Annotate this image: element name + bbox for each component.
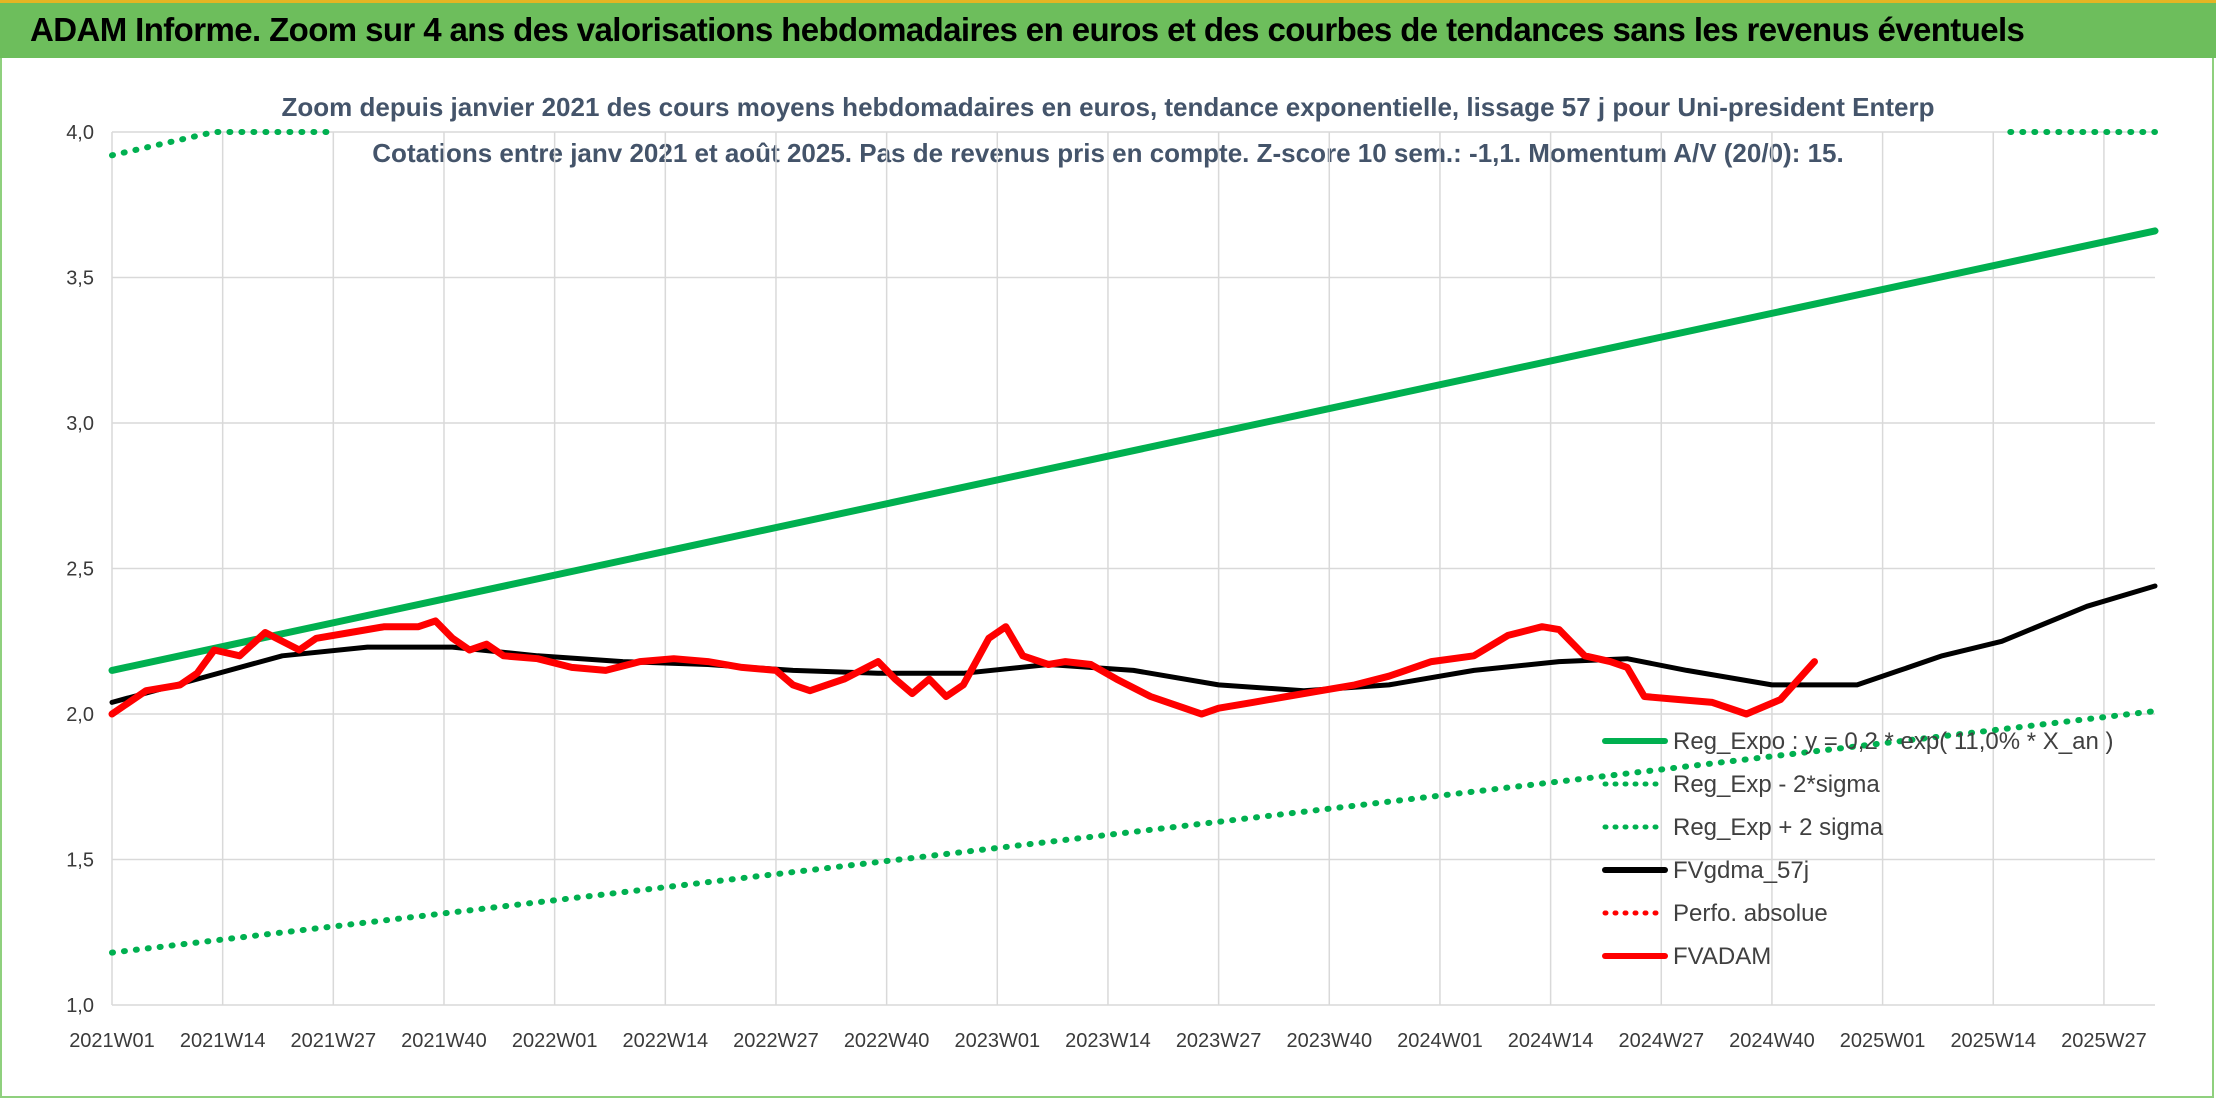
x-tick-label: 2025W14 [1950,1030,2036,1052]
x-tick-label: 2022W01 [512,1030,598,1052]
grid [111,131,2155,1006]
chart-frame [0,58,2214,1098]
series-reg-minus-2sigma [109,708,2158,956]
x-tick-label: 2025W27 [2061,1030,2147,1052]
x-tick-label: 2021W27 [291,1030,377,1052]
report-title: ADAM Informe. Zoom sur 4 ans des valoris… [30,11,2025,48]
y-axis-ticks: 1,0 1,5 2,0 2,5 3,0 3,5 4,0 [66,122,94,1017]
y-tick-label: 1,0 [66,995,94,1017]
x-axis-ticks: 2021W01 2021W14 2021W27 2021W40 2022W01 2022W… [69,1030,2147,1052]
chart-title: Zoom depuis janvier 2021 des cours moyen… [282,92,1935,122]
x-tick-label: 2024W40 [1729,1030,1815,1052]
series-fvgdma-57j [109,583,2158,705]
series-reg-expo [108,227,2159,674]
x-tick-label: 2023W14 [1065,1030,1151,1052]
y-tick-label: 4,0 [66,122,94,144]
x-tick-label: 2022W27 [733,1030,819,1052]
legend-label: Reg_Exp + 2 sigma [1673,814,1884,841]
x-tick-label: 2022W14 [623,1030,709,1052]
x-tick-label: 2022W40 [844,1030,930,1052]
y-tick-label: 1,5 [66,850,94,872]
legend-label: FVgdma_57j [1673,857,1809,884]
x-tick-label: 2024W27 [1618,1030,1704,1052]
y-tick-label: 3,0 [66,413,94,435]
series-reg-plus-2sigma [109,129,337,159]
x-tick-label: 2021W40 [401,1030,487,1052]
legend-label: FVADAM [1673,943,1771,970]
y-tick-label: 3,5 [66,268,94,290]
x-tick-label: 2021W14 [180,1030,266,1052]
x-tick-label: 2021W01 [69,1030,155,1052]
x-tick-label: 2023W40 [1286,1030,1372,1052]
x-tick-label: 2024W14 [1508,1030,1594,1052]
legend-label: Perfo. absolue [1673,900,1828,927]
title-bar: ADAM Informe. Zoom sur 4 ans des valoris… [0,0,2216,58]
x-tick-label: 2024W01 [1397,1030,1483,1052]
y-tick-label: 2,0 [66,704,94,726]
y-tick-label: 2,5 [66,559,94,581]
legend-label: Reg_Exp - 2*sigma [1673,771,1880,798]
x-tick-label: 2023W01 [954,1030,1040,1052]
legend-label: Reg_Expo : y = 0,2 * exp( 11,0% * X_an ) [1673,728,2113,755]
series-lines [108,129,2159,956]
x-tick-label: 2023W27 [1176,1030,1262,1052]
series-fvadam [108,617,1818,718]
legend: Reg_Expo : y = 0,2 * exp( 11,0% * X_an )… [1602,728,2113,970]
x-tick-label: 2025W01 [1840,1030,1926,1052]
